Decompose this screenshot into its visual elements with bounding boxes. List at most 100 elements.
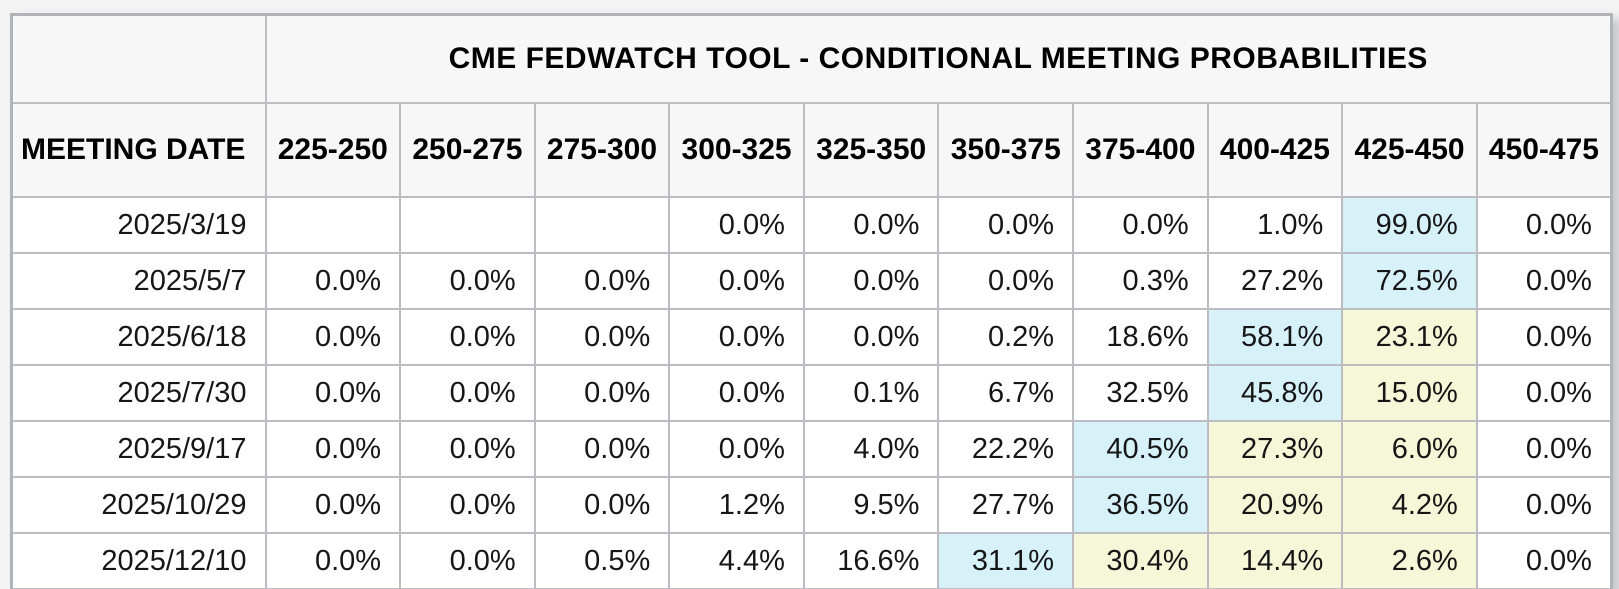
rate-range-header: 225-250: [264, 102, 402, 198]
probability-cell: 9.5%: [802, 476, 940, 534]
probability-cell: 4.2%: [1341, 476, 1478, 534]
probability-cell: 0.0%: [802, 252, 940, 310]
probability-cell: 15.0%: [1341, 364, 1478, 422]
probability-cell: 22.2%: [937, 420, 1075, 478]
probability-cell: 27.3%: [1206, 420, 1344, 478]
probability-cell: 0.0%: [264, 364, 402, 422]
probability-cell: 0.0%: [1072, 196, 1209, 254]
probability-cell: 0.0%: [668, 308, 805, 366]
table-row: 2025/6/18 0.0% 0.0% 0.0% 0.0% 0.0% 0.2% 18.6% 58…: [10, 308, 1613, 366]
probability-cell: 4.4%: [668, 532, 805, 589]
probability-cell: 0.0%: [1475, 532, 1613, 589]
meeting-date-cell: 2025/9/17: [10, 420, 267, 478]
rate-range-header: 300-325: [668, 102, 805, 198]
probability-cell: 0.0%: [668, 196, 805, 254]
probability-cell: 0.0%: [399, 532, 536, 589]
probability-cell: 0.0%: [264, 476, 402, 534]
probability-cell: 27.7%: [937, 476, 1075, 534]
rate-range-header: 375-400: [1072, 102, 1209, 198]
probability-cell: 0.0%: [533, 476, 671, 534]
probability-cell: 32.5%: [1072, 364, 1209, 422]
probability-cell: 0.0%: [399, 308, 536, 366]
fedwatch-table: CME FEDWATCH TOOL - CONDITIONAL MEETING …: [10, 13, 1613, 589]
meeting-date-header: MEETING DATE: [10, 102, 267, 198]
table-row: 2025/5/7 0.0% 0.0% 0.0% 0.0% 0.0% 0.0% 0.3% 27.2…: [10, 252, 1613, 310]
probability-cell: 1.2%: [668, 476, 805, 534]
probability-cell: [264, 196, 402, 254]
probability-cell: 0.3%: [1072, 252, 1209, 310]
probability-cell: 0.0%: [1475, 252, 1613, 310]
probability-cell: 23.1%: [1341, 308, 1478, 366]
probability-cell: 0.0%: [1475, 364, 1613, 422]
probability-cell: 0.0%: [264, 532, 402, 589]
probability-cell: 6.0%: [1341, 420, 1478, 478]
probability-cell: 0.0%: [668, 364, 805, 422]
meeting-date-cell: 2025/12/10: [10, 532, 267, 589]
rate-range-header: 250-275: [399, 102, 536, 198]
table-row: 2025/10/29 0.0% 0.0% 0.0% 1.2% 9.5% 27.7% 36.5%…: [10, 476, 1613, 534]
probability-cell: 99.0%: [1341, 196, 1478, 254]
rate-range-header: 450-475: [1475, 102, 1613, 198]
probability-cell: [399, 196, 536, 254]
probability-cell: 45.8%: [1206, 364, 1344, 422]
corner-cell: [10, 13, 267, 104]
probability-cell: 0.5%: [533, 532, 671, 589]
table-row: 2025/12/10 0.0% 0.0% 0.5% 4.4% 16.6% 31.1% 30.4…: [10, 532, 1613, 589]
table-row: 2025/3/19 0.0% 0.0% 0.0% 0.0% 1.0% 99.0% 0.0%: [10, 196, 1613, 254]
probability-cell: 20.9%: [1206, 476, 1344, 534]
probability-cell: 0.0%: [533, 364, 671, 422]
probability-cell: 0.1%: [802, 364, 940, 422]
meeting-date-cell: 2025/7/30: [10, 364, 267, 422]
probability-cell: 0.0%: [1475, 308, 1613, 366]
probability-cell: 58.1%: [1206, 308, 1344, 366]
probability-cell: 0.0%: [264, 308, 402, 366]
table-row: 2025/9/17 0.0% 0.0% 0.0% 0.0% 4.0% 22.2% 40.5% 2…: [10, 420, 1613, 478]
probability-cell: 0.0%: [399, 476, 536, 534]
table-row: 2025/7/30 0.0% 0.0% 0.0% 0.0% 0.1% 6.7% 32.5% 45…: [10, 364, 1613, 422]
probability-cell: 0.0%: [399, 252, 536, 310]
probability-cell: 0.0%: [399, 420, 536, 478]
probability-cell: 0.0%: [668, 420, 805, 478]
title-row: CME FEDWATCH TOOL - CONDITIONAL MEETING …: [10, 13, 1613, 104]
probability-cell: 36.5%: [1072, 476, 1209, 534]
probability-cell: 30.4%: [1072, 532, 1209, 589]
rate-range-header: 325-350: [802, 102, 940, 198]
probability-cell: 0.0%: [533, 420, 671, 478]
probability-cell: 6.7%: [937, 364, 1075, 422]
probability-cell: 27.2%: [1206, 252, 1344, 310]
probability-cell: 40.5%: [1072, 420, 1209, 478]
probability-cell: 0.0%: [937, 196, 1075, 254]
probability-cell: 0.0%: [264, 420, 402, 478]
header-row: MEETING DATE 225-250 250-275 275-300 300-32…: [10, 102, 1613, 198]
probability-cell: 0.0%: [399, 364, 536, 422]
probability-cell: 0.0%: [802, 196, 940, 254]
probability-cell: 0.2%: [937, 308, 1075, 366]
probability-cell: 16.6%: [802, 532, 940, 589]
table-title: CME FEDWATCH TOOL - CONDITIONAL MEETING …: [264, 13, 1613, 104]
probability-cell: 0.0%: [533, 308, 671, 366]
probability-cell: 0.0%: [264, 252, 402, 310]
probability-cell: 0.0%: [668, 252, 805, 310]
meeting-date-cell: 2025/3/19: [10, 196, 267, 254]
probability-cell: 14.4%: [1206, 532, 1344, 589]
probability-cell: 0.0%: [533, 252, 671, 310]
rate-range-header: 275-300: [533, 102, 671, 198]
probability-cell: 0.0%: [802, 308, 940, 366]
meeting-date-cell: 2025/6/18: [10, 308, 267, 366]
probability-cell: 0.0%: [1475, 196, 1613, 254]
probability-cell: [533, 196, 671, 254]
probability-cell: 0.0%: [1475, 420, 1613, 478]
probability-cell: 31.1%: [937, 532, 1075, 589]
probability-cell: 1.0%: [1206, 196, 1344, 254]
meeting-date-cell: 2025/5/7: [10, 252, 267, 310]
probability-cell: 18.6%: [1072, 308, 1209, 366]
probability-cell: 0.0%: [937, 252, 1075, 310]
rate-range-header: 400-425: [1206, 102, 1344, 198]
rate-range-header: 350-375: [937, 102, 1075, 198]
rate-range-header: 425-450: [1341, 102, 1478, 198]
probability-cell: 0.0%: [1475, 476, 1613, 534]
probability-cell: 2.6%: [1341, 532, 1478, 589]
probability-cell: 72.5%: [1341, 252, 1478, 310]
meeting-date-cell: 2025/10/29: [10, 476, 267, 534]
probability-cell: 4.0%: [802, 420, 940, 478]
